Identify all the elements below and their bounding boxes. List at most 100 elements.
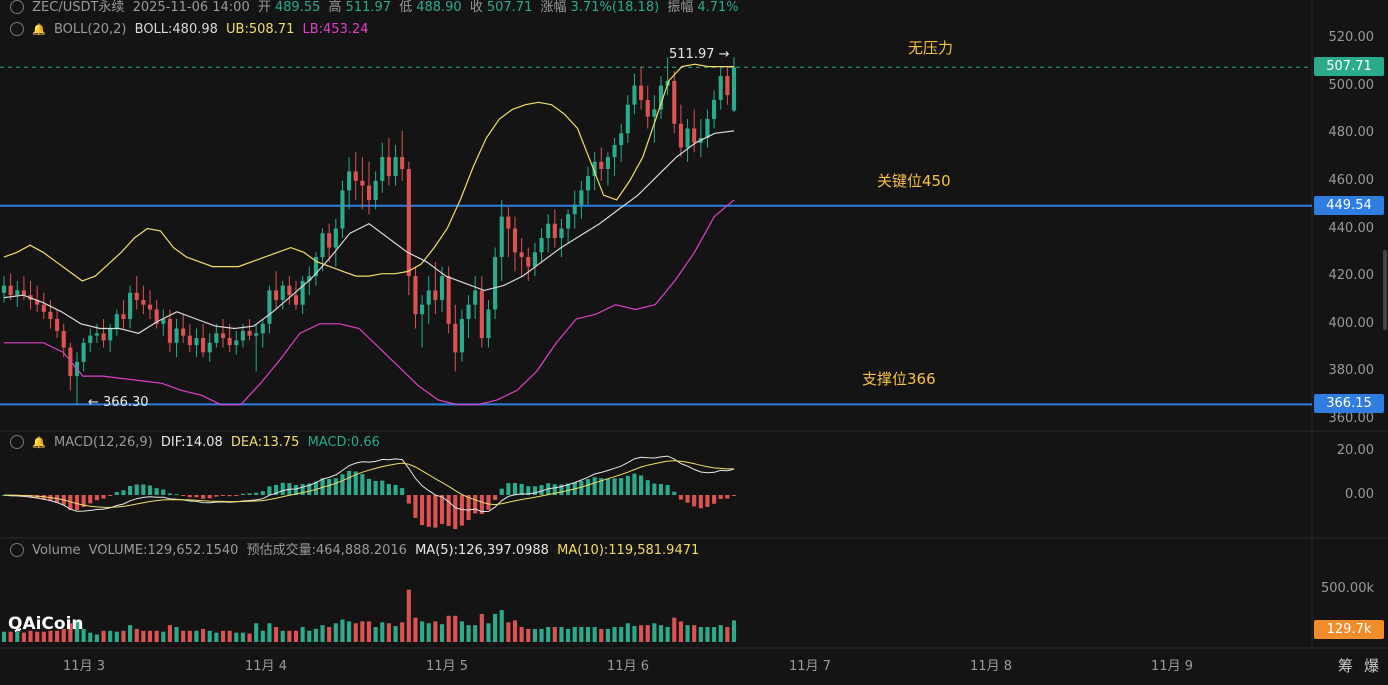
price-tick-label: 440.00 [1328,220,1375,236]
volume-bar [8,631,13,642]
collapse-icon[interactable] [10,434,24,449]
volume-bar [645,625,650,642]
macd-bar [599,478,604,495]
macd-bar [88,495,93,504]
volume-bar [712,627,717,642]
macd-bar [639,475,644,495]
boll-value: BOLL:480.98 [134,22,218,37]
liquidation-button[interactable]: 爆 [1364,657,1380,675]
volume-bar [698,627,703,642]
amp-value: 4.71% [697,0,739,15]
candle-body [360,180,365,186]
volume-bar [41,631,46,642]
boll-ub: UB:508.71 [226,22,295,37]
candle-body [108,328,113,341]
candle-body [592,161,597,177]
volume-bar [114,631,119,642]
candle-body [267,290,272,324]
bell-icon[interactable]: 🔔 [32,436,46,449]
volume-bar [433,621,438,642]
macd-bar [128,485,133,495]
high-marker: 511.97 → [669,47,730,62]
candle-body [652,109,657,117]
candle-body [532,252,537,267]
macd-bar [665,484,670,495]
candle-body [552,223,557,239]
candle-body [566,214,571,229]
volume-bar [539,628,544,642]
volume-bar [293,630,299,642]
volume-bar [692,625,697,642]
scrollbar[interactable] [1383,250,1387,330]
macd-bar [101,495,106,499]
macd-bar [718,495,723,500]
price-tick-label: 520.00 [1328,30,1375,45]
collapse-icon[interactable] [10,542,24,557]
candle-body [519,252,524,258]
time-tick-label: 11月 4 [245,659,287,674]
time-tick-label: 11月 7 [789,659,831,674]
volume-bar [605,628,610,642]
logo-text: AiCoin [22,614,84,634]
macd-bar [652,483,657,495]
volume-bar [552,627,557,642]
macd-bar [486,495,491,510]
volume-bar [566,628,571,642]
macd-bar [347,470,352,495]
time-tick-label: 11月 5 [426,659,468,674]
candle-body [55,318,60,331]
macd-bar [174,494,179,496]
volume-bar [519,627,524,642]
macd-bar [373,480,378,495]
volume-bar [731,620,737,642]
candle-body [274,290,279,300]
candle-body [280,285,285,300]
volume-bar [141,630,146,642]
collapse-icon[interactable] [10,0,24,14]
volume-bar [300,627,305,642]
chip-button[interactable]: 筹 [1338,657,1354,675]
candle-body [466,304,471,319]
collapse-icon[interactable] [10,21,24,36]
candle-body [48,311,53,319]
macd-axis-20: 20.00 [1336,443,1374,458]
price-tick-label: 360.00 [1328,411,1375,426]
volume-bar [473,625,478,642]
candle-body [340,190,345,229]
macd-header: 🔔 MACD(12,26,9) DIF:14.08 DEA:13.75 MACD… [10,434,384,451]
macd-bar [386,483,391,495]
volume-bar [267,623,272,642]
candle-body [327,233,332,248]
candle-body [240,330,245,341]
time-tick-label: 11月 8 [970,659,1012,674]
volume-bar [579,627,584,642]
volume-bar [559,627,564,642]
candle-body [380,157,385,181]
candle-body [393,157,398,177]
high-value: 511.97 [345,0,392,15]
macd-bar [625,475,630,495]
macd-bar [466,495,471,520]
volume-bar [15,631,20,642]
candle-body [712,99,717,119]
candle-body [353,171,358,181]
volume-bar [94,634,99,642]
volume-bar [526,628,531,642]
candle-body [731,67,737,111]
macd-bar [678,495,683,500]
aicoin-logo: ꝖAiCoin [8,614,84,634]
bell-icon[interactable]: 🔔 [32,23,46,36]
macd-bar [274,484,279,495]
candle-body [8,285,13,296]
amp-label: 振幅 [667,0,694,15]
price-tick-label: 400.00 [1328,315,1375,331]
candle-body [254,333,259,336]
macd-bar [94,495,99,501]
low-value: 488.90 [416,0,462,15]
macd-bar [340,474,345,495]
candle-body [499,216,504,258]
candle-body [1,285,7,293]
macd-bar [459,495,464,526]
volume-bar [366,621,372,642]
